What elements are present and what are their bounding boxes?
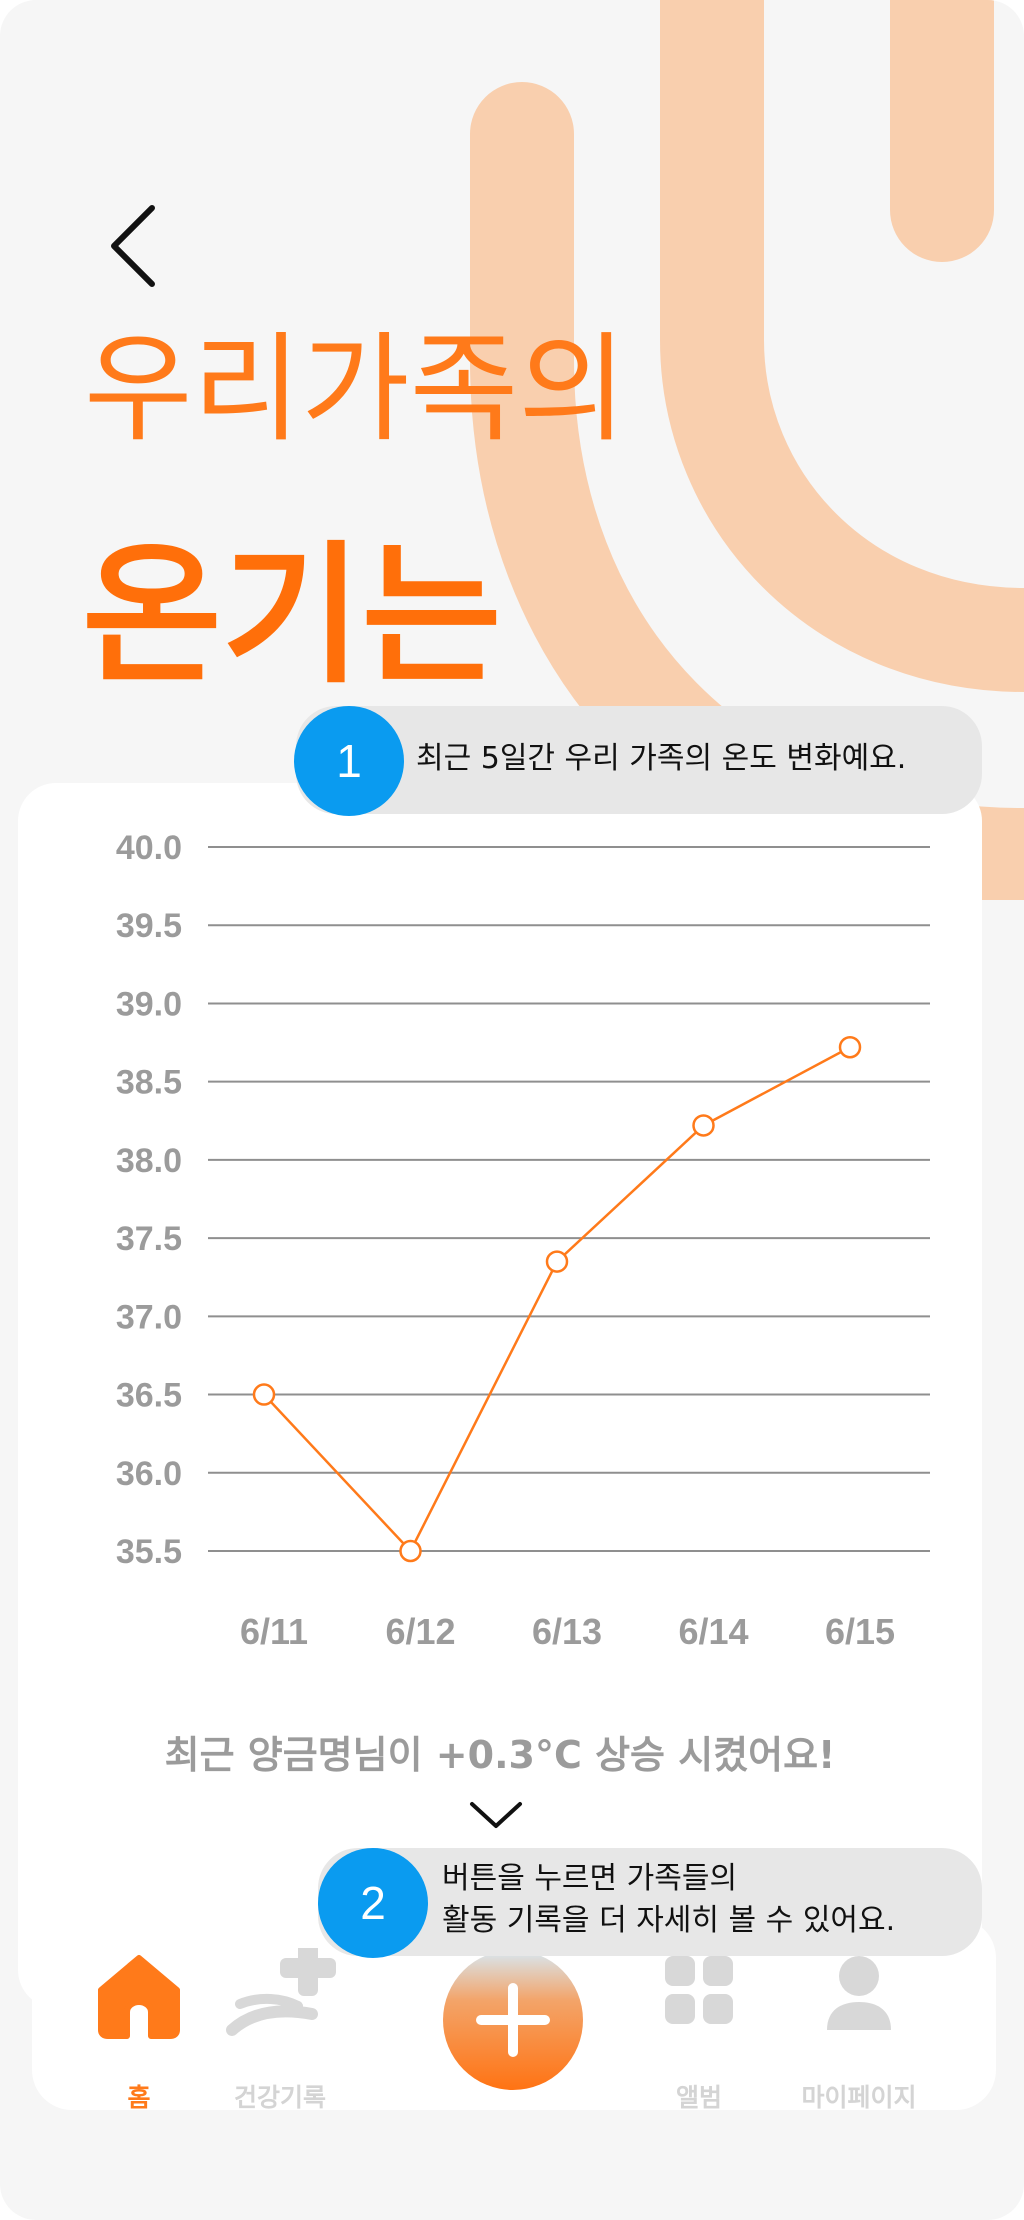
nav-item-album[interactable]: 앨범 bbox=[619, 1948, 779, 2112]
person-icon bbox=[827, 1956, 891, 2030]
add-button[interactable] bbox=[443, 1950, 583, 2090]
tooltip-activity-info-line-2: 활동 기록을 더 자세히 볼 수 있어요. bbox=[442, 1903, 896, 1938]
temperature-summary-text: 최근 양금명님이 +0.3°C 상승 시켰어요! bbox=[164, 1733, 836, 1777]
page-title-line2: 온기는 bbox=[82, 527, 502, 704]
tooltip-activity-info-text: 버튼을 누르면 가족들의 활동 기록을 더 자세히 볼 수 있어요. bbox=[442, 1858, 895, 1942]
step-badge-1: 1 bbox=[294, 706, 404, 816]
nav-label-mypage: 마이페이지 bbox=[801, 2083, 917, 2112]
expand-activity-button[interactable] bbox=[466, 1796, 526, 1836]
chevron-left-icon bbox=[111, 205, 155, 287]
decoration-stroke-middle bbox=[660, 0, 1024, 692]
tooltip-chart-info-line: 최근 5일간 우리 가족의 온도 변화예요. bbox=[416, 741, 907, 776]
nav-item-mypage[interactable]: 마이페이지 bbox=[779, 1948, 939, 2112]
nav-item-home[interactable]: 홈 bbox=[59, 1948, 219, 2112]
nav-item-health-record[interactable]: 건강기록 bbox=[200, 1948, 360, 2112]
nav-label-album: 앨범 bbox=[675, 2083, 722, 2112]
step-badge-2: 2 bbox=[318, 1848, 428, 1958]
health-record-icon bbox=[226, 1948, 336, 2036]
page-title-line1: 우리가족의 bbox=[84, 320, 627, 458]
back-button[interactable] bbox=[96, 196, 176, 296]
tooltip-activity-info: 버튼을 누르면 가족들의 활동 기록을 더 자세히 볼 수 있어요. bbox=[318, 1848, 982, 1956]
tooltip-chart-info: 최근 5일간 우리 가족의 온도 변화예요. bbox=[296, 706, 982, 814]
tooltip-chart-info-text: 최근 5일간 우리 가족의 온도 변화예요. bbox=[416, 738, 906, 780]
chevron-down-icon bbox=[470, 1802, 522, 1828]
grid-album-icon bbox=[665, 1956, 733, 2024]
plus-icon bbox=[476, 1983, 550, 2057]
home-icon bbox=[98, 1955, 180, 2039]
tooltip-activity-info-line-1: 버튼을 누르면 가족들의 bbox=[442, 1861, 738, 1896]
nav-label-home: 홈 bbox=[127, 2083, 151, 2112]
nav-label-health-record: 건강기록 bbox=[233, 2083, 326, 2112]
